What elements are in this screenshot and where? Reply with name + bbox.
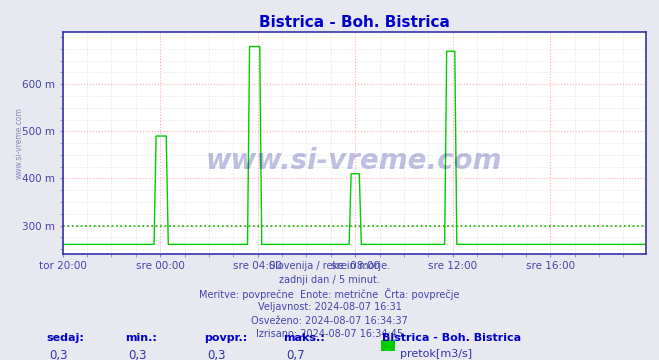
Text: www.si-vreme.com: www.si-vreme.com xyxy=(14,107,23,179)
Text: pretok[m3/s]: pretok[m3/s] xyxy=(400,349,472,359)
Text: sedaj:: sedaj: xyxy=(46,333,84,343)
Title: Bistrica - Boh. Bistrica: Bistrica - Boh. Bistrica xyxy=(259,15,449,30)
Text: min.:: min.: xyxy=(125,333,157,343)
Text: Bistrica - Boh. Bistrica: Bistrica - Boh. Bistrica xyxy=(382,333,521,343)
Text: Veljavnost: 2024-08-07 16:31: Veljavnost: 2024-08-07 16:31 xyxy=(258,302,401,312)
Text: zadnji dan / 5 minut.: zadnji dan / 5 minut. xyxy=(279,275,380,285)
Text: 0,7: 0,7 xyxy=(287,349,305,360)
Text: 0,3: 0,3 xyxy=(129,349,147,360)
Text: www.si-vreme.com: www.si-vreme.com xyxy=(206,147,502,175)
Text: 0,3: 0,3 xyxy=(208,349,226,360)
Text: Izrisano: 2024-08-07 16:34:45: Izrisano: 2024-08-07 16:34:45 xyxy=(256,329,403,339)
Text: Slovenija / reke in morje.: Slovenija / reke in morje. xyxy=(269,261,390,271)
Text: 0,3: 0,3 xyxy=(49,349,68,360)
Text: maks.:: maks.: xyxy=(283,333,325,343)
Text: povpr.:: povpr.: xyxy=(204,333,248,343)
Text: Osveženo: 2024-08-07 16:34:37: Osveženo: 2024-08-07 16:34:37 xyxy=(251,316,408,326)
Text: Meritve: povprečne  Enote: metrične  Črta: povprečje: Meritve: povprečne Enote: metrične Črta:… xyxy=(199,288,460,300)
